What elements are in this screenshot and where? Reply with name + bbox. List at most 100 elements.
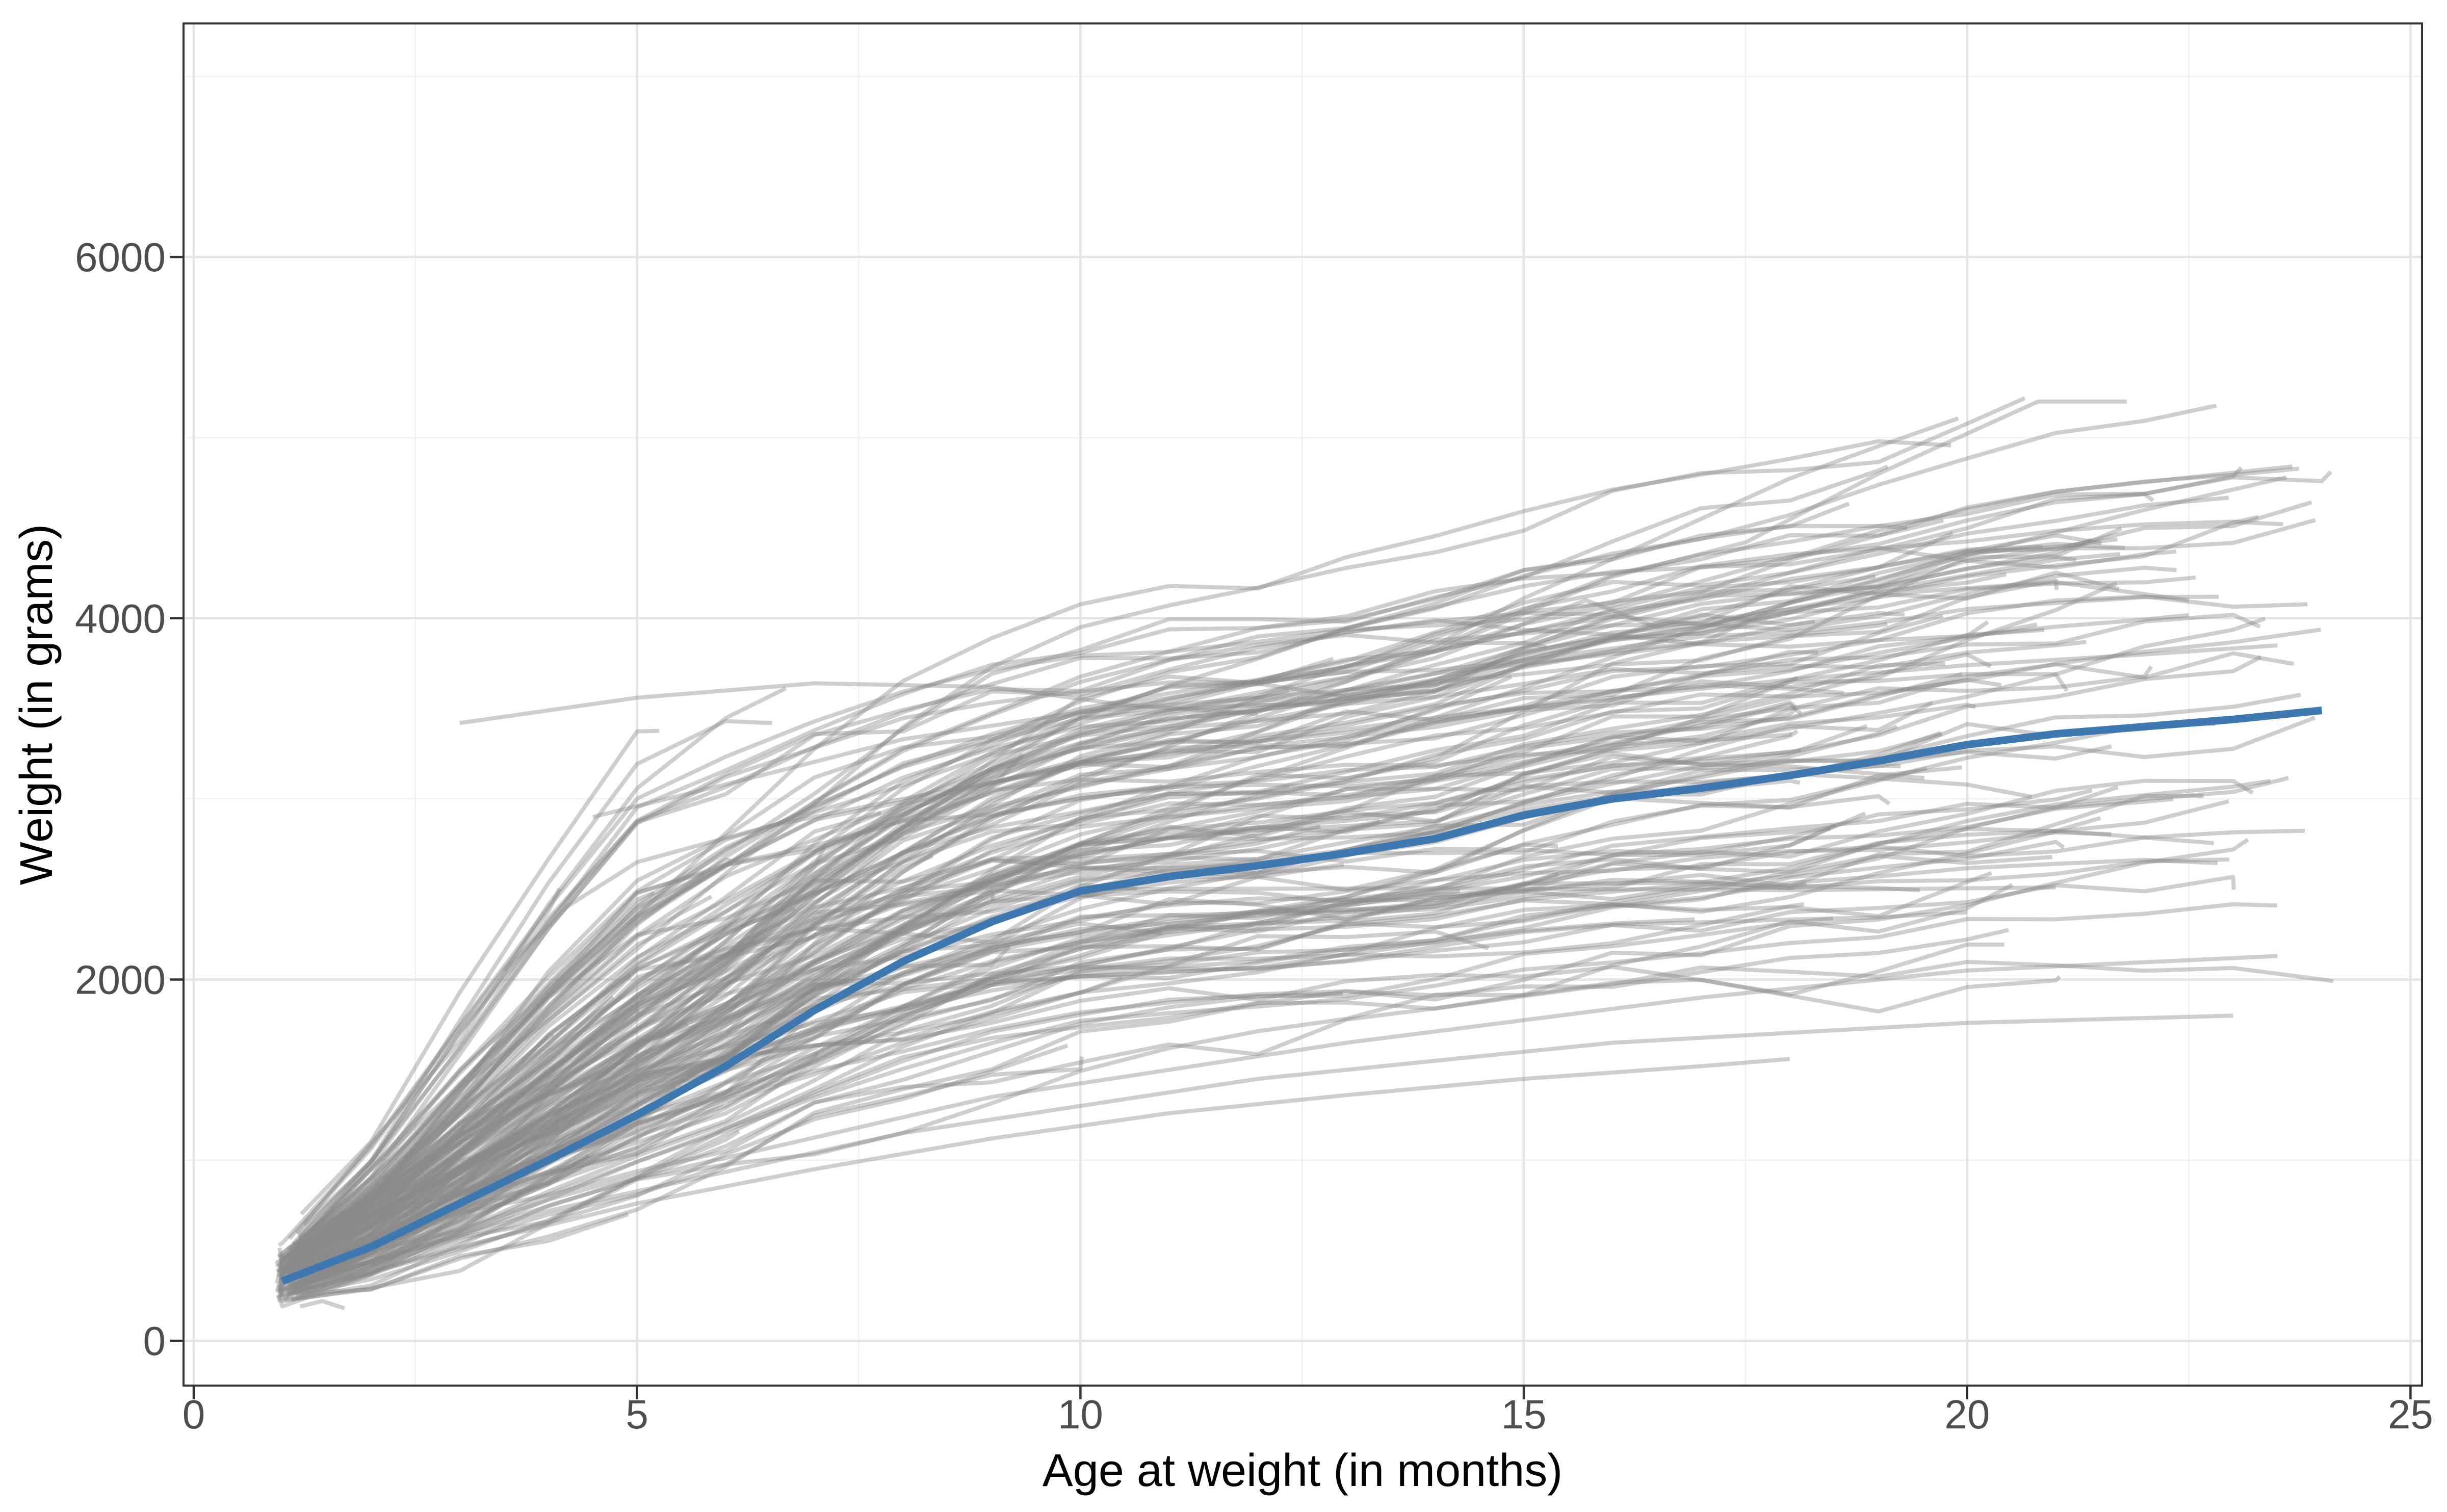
child-trajectory-line — [301, 466, 2243, 1253]
child-trajectory-line — [279, 824, 1321, 1281]
child-trajectory-line — [303, 729, 1799, 1270]
x-axis-tick-labels: 0 5 10 15 20 25 — [183, 1392, 2433, 1437]
child-trajectory-line — [299, 763, 1901, 1265]
child-trajectory-line — [275, 533, 2102, 1268]
child-trajectory-line — [277, 519, 2283, 1270]
child-trajectory-line — [299, 552, 2121, 1261]
child-trajectory-line — [299, 538, 2092, 1249]
child-trajectory-line — [279, 916, 1834, 1297]
child-trajectory-line — [301, 403, 2217, 1248]
child-trajectory-line — [286, 496, 2229, 1267]
child-trajectory-line — [286, 578, 2059, 1264]
x-tick-label: 15 — [1501, 1392, 1547, 1437]
child-trajectory-line — [300, 928, 2009, 1291]
child-trajectory-line — [287, 840, 2065, 1296]
child-trajectory-line — [291, 677, 2002, 1278]
child-trajectory-line — [277, 881, 1807, 1291]
child-trajectory-line — [298, 830, 2112, 1278]
child-trajectory-line — [290, 744, 2112, 1276]
child-trajectory-line — [291, 838, 2249, 1301]
smooth-trend-line — [281, 707, 2323, 1285]
child-trajectory-line — [281, 466, 2300, 1262]
child-trajectory-line — [284, 620, 1989, 1269]
child-trajectory-line — [303, 1007, 640, 1249]
child-trajectory-line — [299, 797, 2174, 1266]
child-trajectory-line — [300, 672, 2069, 1277]
child-trajectory-line — [281, 954, 2278, 1292]
child-trajectory-line — [292, 1052, 820, 1294]
child-trajectory-line — [283, 594, 2308, 1261]
child-trajectory-line — [285, 628, 2045, 1268]
child-trajectory-line — [278, 700, 1797, 1285]
child-trajectory-line — [295, 826, 1831, 1289]
child-trajectory-line — [276, 794, 2204, 1309]
individual-trajectory-lines — [274, 396, 2334, 1311]
child-trajectory-line — [289, 794, 1891, 1265]
child-trajectory-line — [278, 854, 2052, 1294]
child-trajectory-line — [283, 649, 1818, 1271]
child-trajectory-line — [281, 475, 2287, 1274]
child-trajectory-line — [284, 921, 1162, 1282]
child-trajectory-line — [294, 500, 2312, 1258]
child-trajectory-line — [284, 784, 1290, 1269]
child-trajectory-line — [291, 976, 850, 1277]
child-trajectory-line — [299, 945, 1011, 1273]
child-trajectory-line — [291, 719, 772, 1246]
child-trajectory-line — [298, 464, 1889, 1240]
child-trajectory-line — [302, 518, 1944, 1227]
child-trajectory-line — [291, 524, 1908, 1257]
child-trajectory-line — [283, 526, 2123, 1272]
child-trajectory-line — [288, 613, 2189, 1262]
child-trajectory-line — [303, 799, 2230, 1288]
y-axis-title: Weight (in grams) — [11, 524, 62, 885]
child-trajectory-line — [502, 643, 2278, 972]
child-trajectory-line — [279, 702, 1803, 1278]
child-trajectory-line — [276, 827, 2214, 1300]
child-trajectory-line — [297, 594, 2219, 1237]
child-trajectory-line — [287, 555, 2077, 1261]
child-trajectory-line — [298, 1022, 689, 1249]
child-trajectory-line — [282, 613, 2261, 1272]
child-trajectory-line — [294, 464, 2293, 1250]
child-trajectory-line — [290, 616, 2266, 1267]
child-trajectory-line — [300, 890, 996, 1277]
child-trajectory-line — [277, 688, 1289, 1272]
child-trajectory-line — [280, 655, 2262, 1281]
child-trajectory-line — [289, 614, 1944, 1258]
child-trajectory-line — [301, 964, 2062, 1285]
child-trajectory-line — [293, 857, 2229, 1287]
child-trajectory-line — [285, 891, 655, 1252]
child-trajectory-line — [291, 875, 2236, 1289]
child-trajectory-line — [289, 502, 1850, 1256]
child-trajectory-line — [283, 657, 1334, 1260]
y-tick-label: 6000 — [75, 234, 166, 280]
x-tick-label: 25 — [2388, 1392, 2433, 1437]
child-trajectory-line — [300, 902, 2277, 1298]
child-trajectory-line — [282, 545, 2177, 1266]
child-trajectory-line — [275, 895, 713, 1273]
child-trajectory-line — [289, 811, 1866, 1293]
child-trajectory-line — [291, 544, 2043, 1255]
child-trajectory-line — [298, 753, 1024, 1259]
child-trajectory-line — [296, 883, 2014, 1299]
child-trajectory-line — [288, 531, 1954, 1252]
child-trajectory-line — [296, 628, 2321, 1261]
panel-border — [183, 22, 2423, 1387]
child-trajectory-line — [278, 748, 1801, 1279]
child-trajectory-line — [291, 674, 1513, 1264]
x-tick-label: 0 — [183, 1392, 205, 1437]
child-trajectory-line — [282, 416, 1959, 1259]
child-trajectory-line — [285, 784, 1163, 1270]
y-tick-label: 4000 — [75, 596, 166, 641]
child-trajectory-line — [277, 942, 2005, 1304]
child-trajectory-line — [279, 845, 827, 1264]
child-trajectory-line — [285, 665, 2153, 1275]
x-tick-label: 5 — [626, 1392, 648, 1437]
child-trajectory-line — [283, 492, 2155, 1262]
child-trajectory-line — [295, 518, 2316, 1252]
child-trajectory-line — [300, 676, 1799, 1267]
child-trajectory-line — [287, 621, 1888, 1258]
child-trajectory-line — [281, 765, 1962, 1275]
child-trajectory-line — [303, 612, 1815, 1253]
